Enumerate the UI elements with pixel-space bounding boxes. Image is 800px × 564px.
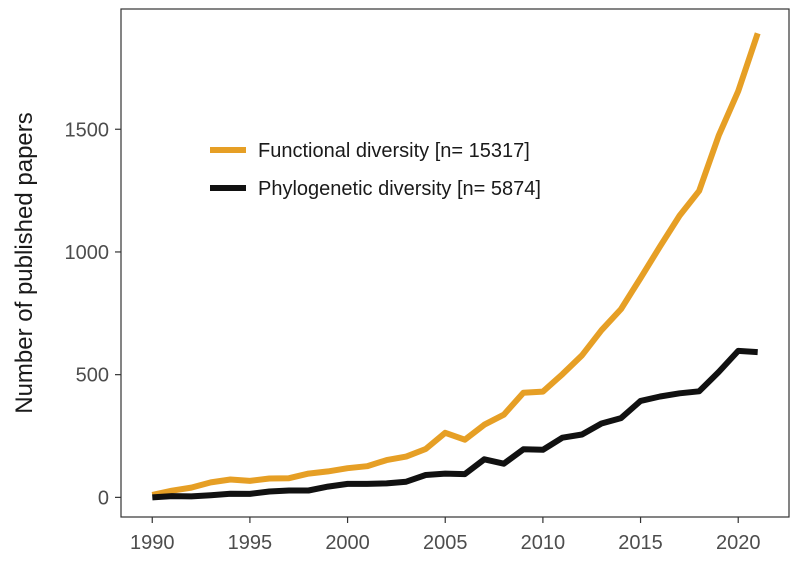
series-layer xyxy=(151,32,761,501)
x-tick-label-1990: 1990 xyxy=(130,532,175,554)
y-tick-label-1500: 1500 xyxy=(65,119,110,141)
y-tick-label-0: 0 xyxy=(98,487,109,509)
x-tick-label-1995: 1995 xyxy=(228,532,273,554)
y-axis-title: Number of published papers xyxy=(11,112,38,414)
x-tick-label-2000: 2000 xyxy=(325,532,370,554)
series-line-2 xyxy=(152,347,758,501)
x-tick-label-2010: 2010 xyxy=(521,532,566,554)
legend-label-1: Functional diversity [n= 15317] xyxy=(258,140,530,162)
plot-panel xyxy=(120,8,790,518)
x-tick-label-2020: 2020 xyxy=(716,532,761,554)
legend: Functional diversity [n= 15317] Phylogene… xyxy=(210,140,541,200)
y-tick-label-500: 500 xyxy=(76,365,109,387)
y-tick-label-1000: 1000 xyxy=(65,242,110,264)
x-tick-label-2005: 2005 xyxy=(423,532,468,554)
axes: 1990 1995 2000 2005 2010 2015 2020 0 500 1000 1500 xyxy=(65,119,761,554)
series-line-1 xyxy=(151,32,761,498)
x-tick-label-2015: 2015 xyxy=(618,532,663,554)
legend-label-2: Phylogenetic diversity [n= 5874] xyxy=(258,178,541,200)
